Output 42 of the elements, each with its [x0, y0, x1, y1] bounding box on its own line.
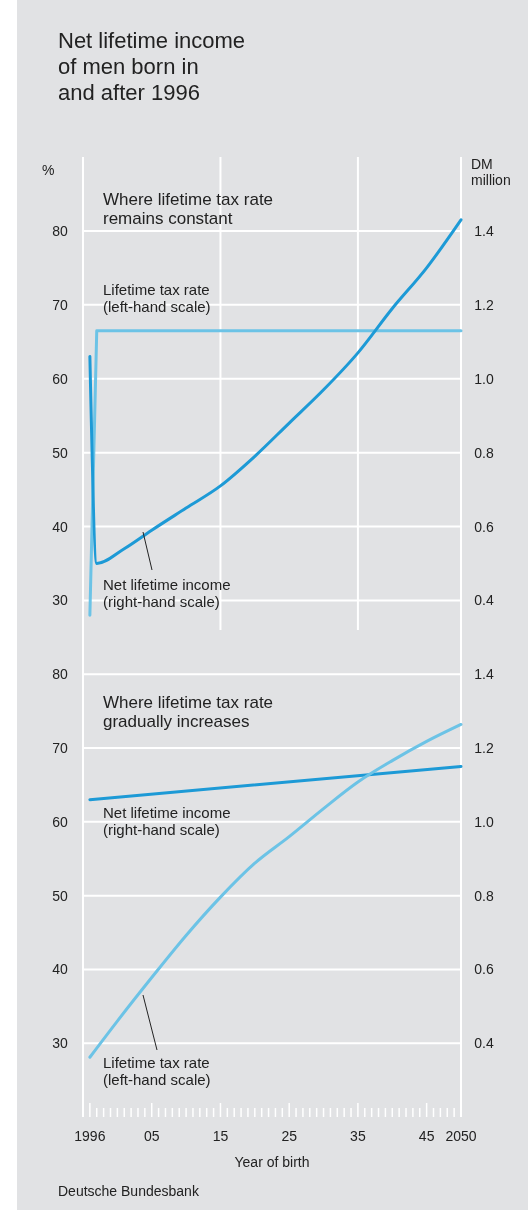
y2-tick-label: 1.2 — [474, 740, 494, 757]
x-axis-title: Year of birth — [234, 1154, 310, 1170]
y-tick-label: 30 — [52, 1035, 68, 1052]
y2-tick-label: 1.4 — [474, 222, 494, 239]
y2-tick-label: 0.8 — [474, 887, 494, 904]
y-tick-label: 80 — [52, 222, 68, 239]
y-tick-label: 70 — [52, 296, 68, 313]
series-label: Lifetime tax rate (left-hand scale) — [103, 281, 211, 315]
y-tick-label: 40 — [52, 961, 68, 978]
y2-tick-label: 0.4 — [474, 1035, 494, 1052]
y-tick-label: 40 — [52, 518, 68, 535]
y-axis-title: % — [42, 162, 55, 178]
y2-tick-label: 1.2 — [474, 296, 494, 313]
series-label: Lifetime tax rate (left-hand scale) — [103, 1054, 211, 1088]
y2-tick-label: 0.6 — [474, 518, 494, 535]
text: Deutsche Bundesbank — [58, 1183, 200, 1199]
y-tick-label: 60 — [52, 813, 68, 830]
y-tick-label: 30 — [52, 592, 68, 609]
y-tick-label: 70 — [52, 740, 68, 757]
x-tick-label: 45 — [418, 1128, 435, 1144]
series-label: Net lifetime income (right-hand scale) — [103, 576, 231, 610]
x-tick-label: 05 — [143, 1128, 160, 1144]
x-tick-label: 25 — [281, 1128, 298, 1144]
annotation: Where lifetime tax rate remains constant — [103, 190, 274, 228]
x-tick-label: 35 — [350, 1128, 366, 1144]
y-tick-label: 60 — [52, 370, 68, 387]
y-tick-label: 50 — [52, 444, 68, 461]
y2-axis-title: DM million — [471, 156, 511, 188]
y2-tick-label: 1.0 — [474, 813, 494, 830]
y2-tick-label: 0.4 — [474, 592, 494, 609]
y-tick-label: 80 — [52, 666, 68, 683]
x-tick-label: 15 — [212, 1128, 229, 1144]
x-tick-label: 1996 — [74, 1128, 106, 1144]
annotation: Where lifetime tax rate gradually increases — [103, 693, 274, 731]
y2-tick-label: 1.0 — [474, 370, 494, 387]
y-tick-label: 50 — [52, 887, 68, 904]
chart-title: Net lifetime income of men born in and after 1996 — [58, 28, 246, 105]
y2-tick-label: 1.4 — [474, 666, 494, 683]
y2-tick-label: 0.8 — [474, 444, 494, 461]
series-label: Net lifetime income (right-hand scale) — [103, 804, 231, 838]
x-tick-label: 2050 — [445, 1128, 477, 1144]
y2-tick-label: 0.6 — [474, 961, 494, 978]
